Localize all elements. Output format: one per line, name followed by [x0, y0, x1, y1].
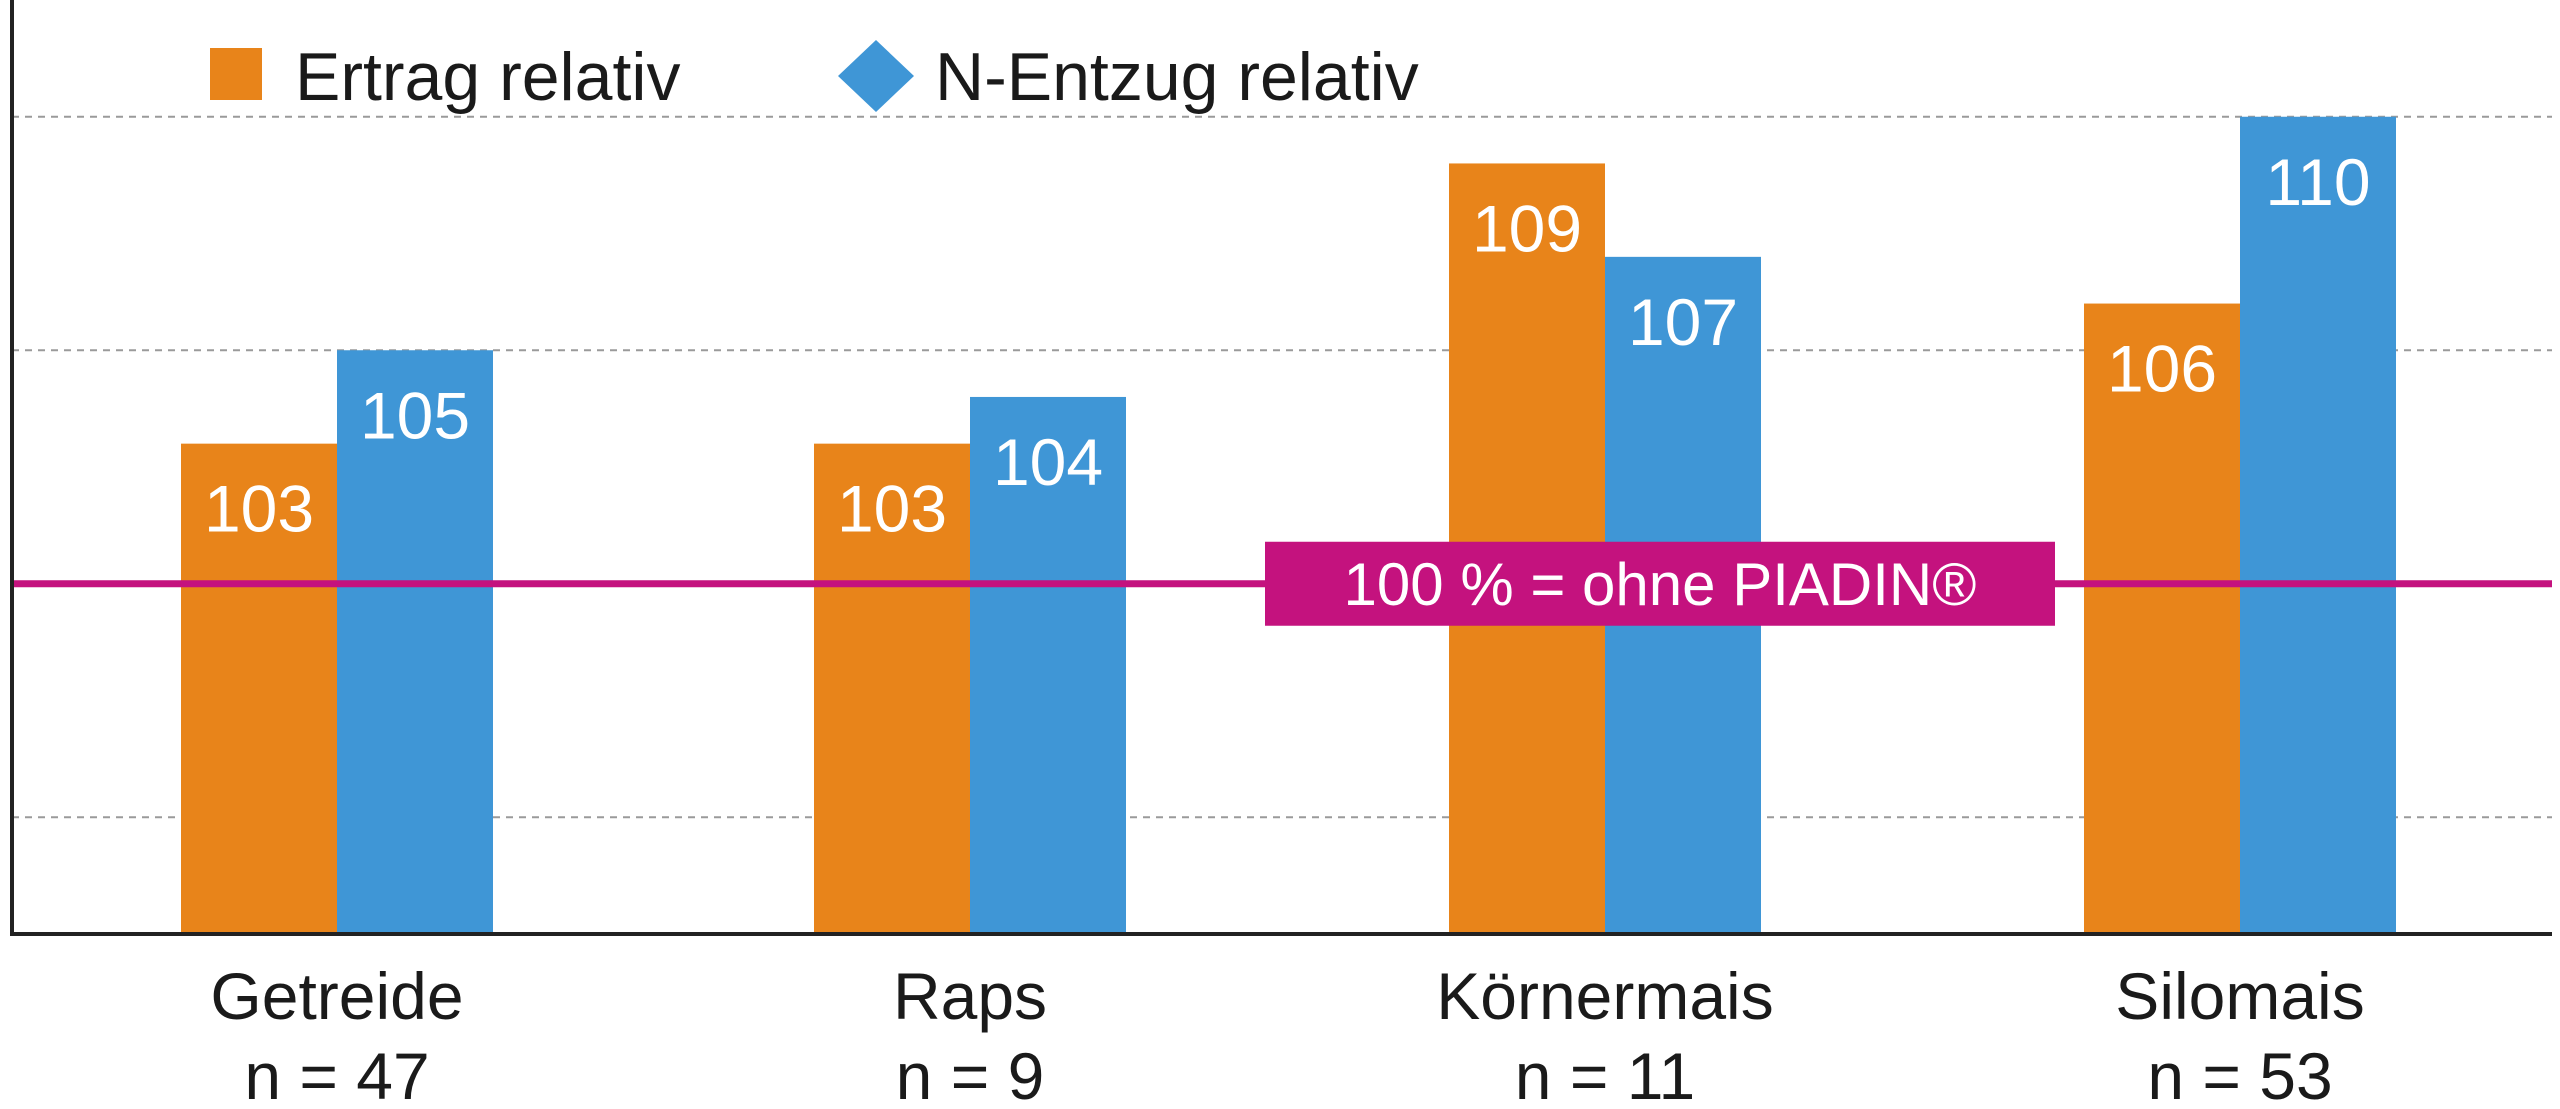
- bar-ertrag: [2084, 303, 2240, 934]
- reference-label: 100 % = ohne PIADIN®: [1344, 551, 1977, 618]
- bar-ertrag: [814, 443, 970, 934]
- x-tick-label: Körnermais: [1436, 959, 1773, 1033]
- x-tick-count: n = 11: [1515, 1039, 1695, 1109]
- axes: [10, 0, 2552, 936]
- x-tick-label: Silomais: [2115, 959, 2364, 1033]
- bar-ertrag: [181, 443, 337, 934]
- bar-n-entzug: [970, 396, 1126, 934]
- legend-diamond-icon: [838, 40, 914, 112]
- reference-line-group: 100 % = ohne PIADIN®: [12, 541, 2552, 626]
- data-label: 107: [1628, 285, 1738, 359]
- legend-label: Ertrag relativ: [295, 39, 680, 115]
- reference-label-box: [1265, 541, 2055, 626]
- x-tick-label: Getreide: [210, 959, 463, 1033]
- data-label: 106: [2107, 332, 2217, 406]
- legend: Ertrag relativ N-Entzug relativ: [210, 39, 1419, 115]
- bar-n-entzug: [337, 350, 493, 934]
- value-labels: 103 105 103 104 109 107 106 110: [204, 145, 2371, 546]
- x-tick-count: n = 53: [2147, 1039, 2332, 1109]
- x-tick-count: n = 9: [896, 1039, 1045, 1109]
- legend-square-icon: [210, 48, 262, 100]
- data-label: 103: [204, 472, 314, 546]
- bar-n-entzug: [2240, 116, 2396, 934]
- x-tick-count: n = 47: [244, 1039, 429, 1109]
- data-label: 103: [837, 472, 947, 546]
- x-tick-label: Raps: [893, 959, 1047, 1033]
- legend-label: N-Entzug relativ: [935, 39, 1419, 115]
- data-label: 105: [360, 378, 470, 452]
- bars: [181, 116, 2396, 935]
- data-label: 109: [1472, 191, 1582, 265]
- data-label: 104: [993, 425, 1103, 499]
- data-label: 110: [2265, 145, 2370, 219]
